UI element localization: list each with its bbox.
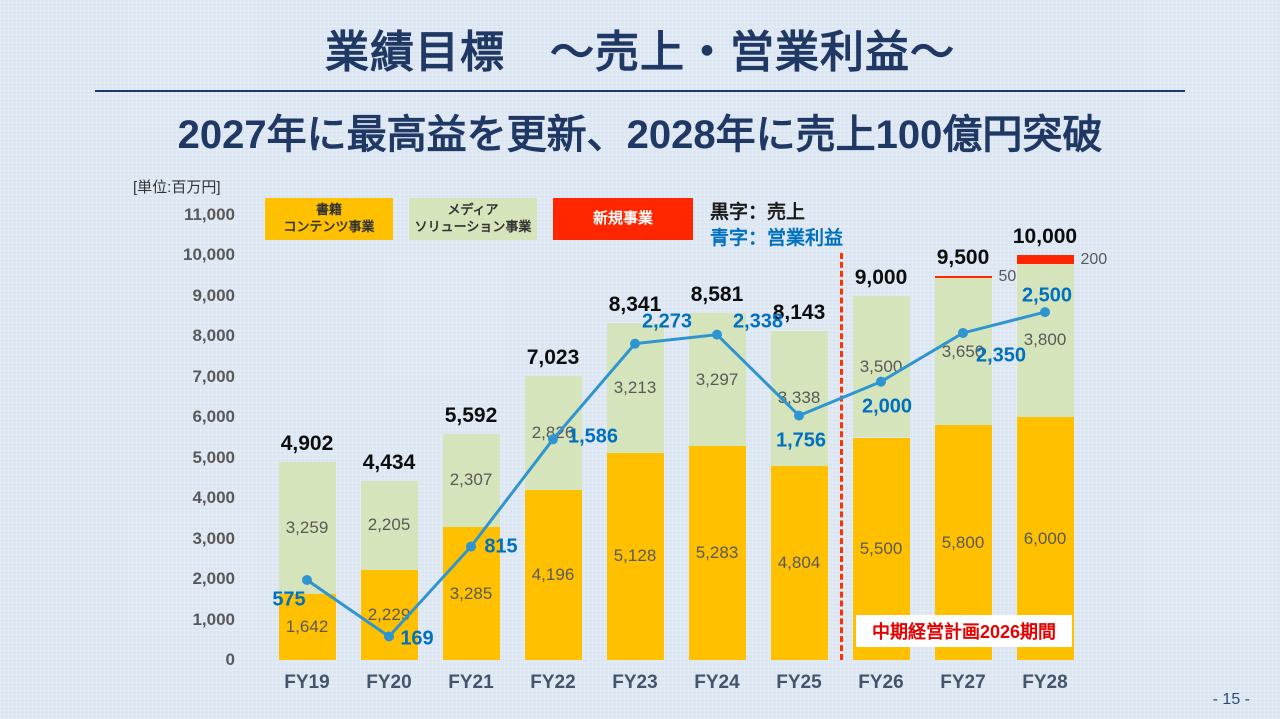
y-axis-tick-label: 1,000 <box>192 609 235 629</box>
bar-total-label: 8,581 <box>690 282 744 306</box>
y-axis-tick-label: 0 <box>225 650 235 669</box>
legend-note-sales: 黒字：売上 <box>710 202 806 223</box>
y-axis-tick-label: 3,000 <box>192 528 235 548</box>
new-business-value-label: 50 <box>998 267 1017 285</box>
bar-total-label: 8,341 <box>608 292 662 316</box>
bar-total-label: 9,000 <box>854 265 908 289</box>
unit-label: [単位:百万円] <box>133 179 221 196</box>
books-value-label: 5,800 <box>941 532 985 552</box>
legend-swatch-media: メディア ソリューション事業 <box>409 198 537 240</box>
books-value-label: 1,642 <box>285 616 329 636</box>
profit-value-label: 815 <box>484 535 518 558</box>
legend-note-profit: 青字：営業利益 <box>710 228 844 249</box>
profit-value-label: 2,338 <box>732 310 784 333</box>
media-value-label: 2,307 <box>449 470 493 490</box>
x-axis-label: FY19 <box>284 672 330 693</box>
bar-total-label: 5,592 <box>444 403 498 427</box>
legend-notes: 黒字：売上 青字：営業利益 <box>710 200 843 252</box>
x-axis-label: FY22 <box>530 672 576 693</box>
media-value-label: 3,297 <box>695 369 739 389</box>
bar-total-label: 7,023 <box>526 345 580 369</box>
y-axis-tick-label: 2,000 <box>192 569 235 589</box>
bar-total-label: 4,434 <box>362 450 416 474</box>
media-value-label: 3,259 <box>285 517 329 537</box>
y-axis-tick-label: 6,000 <box>192 407 235 427</box>
profit-value-label: 1,756 <box>775 429 827 452</box>
media-value-label: 3,338 <box>777 388 821 408</box>
legend-swatch-new-business: 新規事業 <box>553 198 693 240</box>
books-value-label: 4,196 <box>531 565 575 585</box>
books-value-label: 5,128 <box>613 546 657 566</box>
media-value-label: 2,205 <box>367 515 411 535</box>
x-axis-label: FY24 <box>694 672 740 693</box>
profit-value-label: 2,273 <box>641 310 693 333</box>
page-number: - 15 - <box>1212 691 1250 708</box>
profit-value-label: 2,350 <box>975 344 1027 367</box>
slide-subtitle: 2027年に最高益を更新、2028年に売上100億円突破 <box>177 113 1103 157</box>
bar-total-label: 4,902 <box>280 431 334 455</box>
y-axis-tick-label: 5,000 <box>192 447 235 467</box>
chart-legend: 書籍 コンテンツ事業 メディア ソリューション事業 新規事業 <box>265 198 693 240</box>
x-axis-label: FY27 <box>940 672 986 693</box>
x-axis-label: FY23 <box>612 672 658 693</box>
bar-segment-new-business <box>1016 255 1074 264</box>
books-value-label: 5,500 <box>859 538 903 558</box>
bar-segment-new-business <box>934 275 992 278</box>
bar-total-label: 9,500 <box>936 245 990 269</box>
y-axis-tick-label: 9,000 <box>192 285 235 305</box>
plan-divider-line <box>840 253 843 660</box>
x-axis-label: FY20 <box>366 672 412 693</box>
profit-value-label: 169 <box>400 627 434 650</box>
x-axis-label: FY25 <box>776 672 822 693</box>
profit-value-label: 575 <box>272 588 306 611</box>
books-value-label: 3,285 <box>449 583 493 603</box>
books-value-label: 2,229 <box>367 604 411 624</box>
y-axis-tick-label: 7,000 <box>192 366 235 386</box>
title-underline <box>95 90 1185 92</box>
media-value-label: 3,800 <box>1023 330 1067 350</box>
profit-value-label: 2,000 <box>861 395 913 418</box>
x-axis-label: FY28 <box>1022 672 1068 693</box>
page-title: 業績目標 ～売上・営業利益～ <box>325 28 955 77</box>
x-axis-label: FY26 <box>858 672 904 693</box>
profit-value-label: 2,500 <box>1021 284 1073 307</box>
bar-total-label: 10,000 <box>1012 225 1078 249</box>
books-value-label: 4,804 <box>777 552 821 572</box>
plan-period-label: 中期経営計画2026期間 <box>856 615 1073 647</box>
profit-value-label: 1,586 <box>567 425 619 448</box>
legend-swatch-books: 書籍 コンテンツ事業 <box>265 198 393 240</box>
media-value-label: 3,213 <box>613 377 657 397</box>
books-value-label: 6,000 <box>1023 528 1067 548</box>
y-axis-tick-label: 4,000 <box>192 488 235 508</box>
y-axis-tick-label: 11,000 <box>183 205 235 224</box>
new-business-value-label: 200 <box>1080 250 1108 268</box>
y-axis-tick-label: 8,000 <box>192 326 235 346</box>
books-value-label: 5,283 <box>695 543 739 563</box>
x-axis-label: FY21 <box>448 672 494 693</box>
media-value-label: 3,500 <box>859 356 903 376</box>
y-axis-tick-label: 10,000 <box>183 245 235 265</box>
